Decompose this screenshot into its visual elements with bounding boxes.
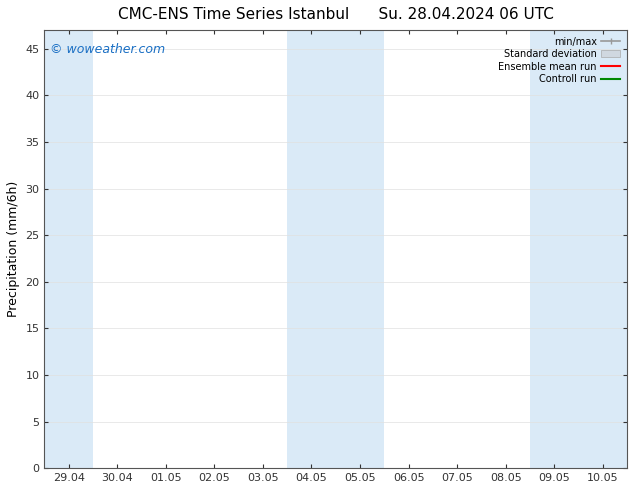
Y-axis label: Precipitation (mm/6h): Precipitation (mm/6h) [7,181,20,317]
Bar [530,30,627,468]
Bar [44,30,93,468]
Legend: min/max, Standard deviation, Ensemble mean run, Controll run: min/max, Standard deviation, Ensemble me… [496,35,622,86]
Bar [287,30,384,468]
Text: © woweather.com: © woweather.com [50,43,165,56]
Title: CMC-ENS Time Series Istanbul      Su. 28.04.2024 06 UTC: CMC-ENS Time Series Istanbul Su. 28.04.2… [118,7,553,22]
